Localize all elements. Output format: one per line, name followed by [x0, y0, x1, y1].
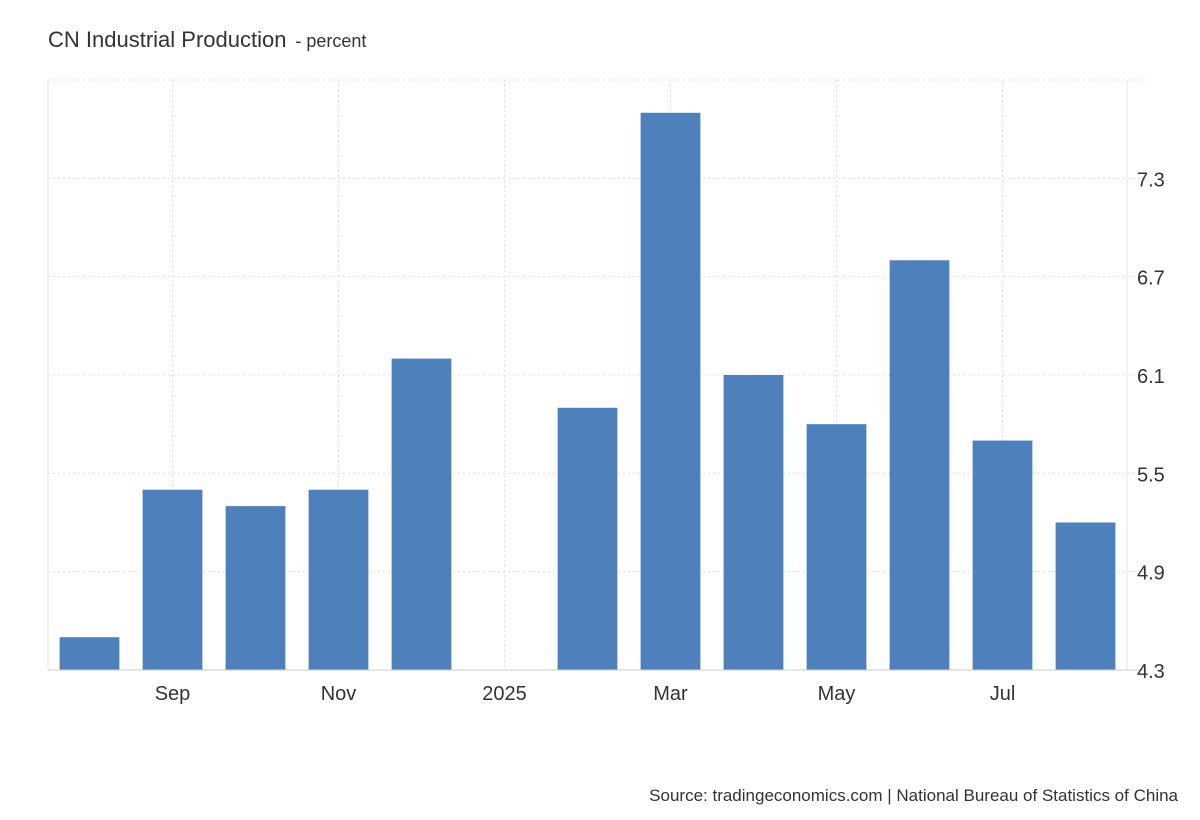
- x-tick-label: Nov: [321, 683, 357, 705]
- y-tick-label: 5.5: [1137, 464, 1165, 486]
- bar-aug[interactable]: [1055, 522, 1116, 671]
- bar-feb[interactable]: [557, 407, 618, 670]
- bar-jun[interactable]: [889, 260, 950, 670]
- bars: [59, 112, 1116, 671]
- bar-dec[interactable]: [391, 358, 452, 670]
- bar-mar[interactable]: [640, 112, 701, 671]
- bar-oct[interactable]: [225, 506, 286, 670]
- x-tick-label: May: [818, 683, 856, 705]
- title-separator: -: [295, 31, 307, 51]
- chart-title: CN Industrial Production - percent: [48, 18, 366, 55]
- x-tick-label: Jul: [990, 683, 1016, 705]
- bar-chart: 4.3 4.9 5.5 6.1 6.7 7.3 Sep Nov 2025 Mar May Jul: [47, 79, 1165, 705]
- source-note: Source: tradingeconomics.com | National …: [649, 786, 1178, 805]
- y-tick-label: 4.3: [1137, 661, 1165, 683]
- chart-subtitle: percent: [306, 31, 367, 51]
- bar-jul[interactable]: [972, 440, 1033, 670]
- y-tick-label: 7.3: [1137, 169, 1165, 191]
- y-tick-label: 4.9: [1137, 563, 1165, 585]
- y-tick-label: 6.7: [1137, 268, 1165, 290]
- x-tick-label: Mar: [653, 683, 688, 705]
- y-tick-labels: 4.3 4.9 5.5 6.1 6.7 7.3: [1137, 169, 1165, 683]
- bar-aug[interactable]: [59, 637, 120, 670]
- x-tick-label: 2025: [482, 683, 527, 705]
- y-tick-label: 6.1: [1137, 366, 1165, 388]
- bar-apr[interactable]: [723, 375, 784, 670]
- axes: [47, 80, 1147, 671]
- bar-may[interactable]: [806, 424, 867, 670]
- x-tick-labels: Sep Nov 2025 Mar May Jul: [155, 683, 1016, 705]
- x-tick-label: Sep: [155, 683, 191, 705]
- bar-nov[interactable]: [308, 489, 369, 670]
- chart-title-text: CN Industrial Production: [48, 27, 287, 52]
- bar-sep[interactable]: [142, 489, 203, 670]
